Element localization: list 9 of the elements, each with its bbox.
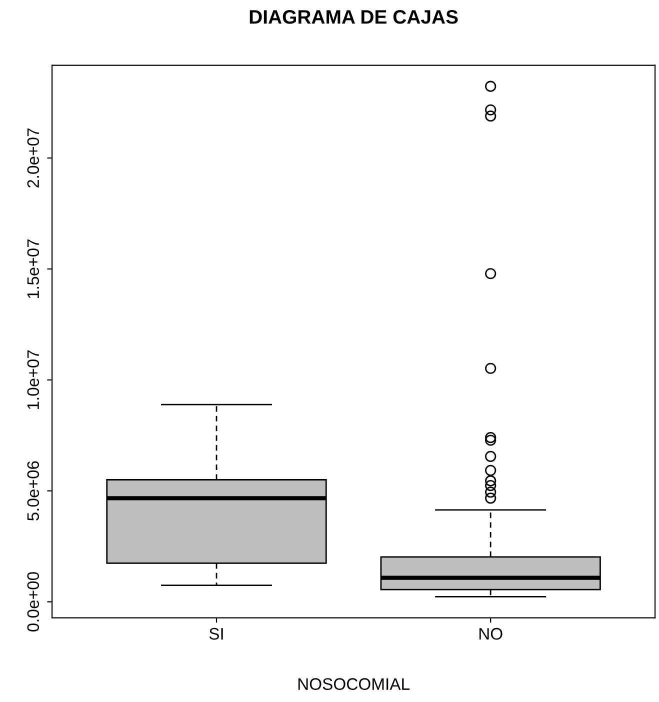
y-tick-label: 2.0e+07 [27, 128, 40, 188]
x-tick-label: SI [209, 628, 223, 640]
y-tick-label: 5.0e+06 [27, 461, 40, 521]
y-tick-label: 0.0e+00 [27, 572, 40, 632]
x-axis-title: NOSOCOMIAL [298, 678, 410, 690]
chart-title: DIAGRAMA DE CAJAS [250, 10, 458, 24]
y-tick-label: 1.0e+07 [27, 350, 40, 409]
x-tick-label: NO [479, 628, 502, 640]
y-tick-label: 1.5e+07 [27, 239, 40, 298]
